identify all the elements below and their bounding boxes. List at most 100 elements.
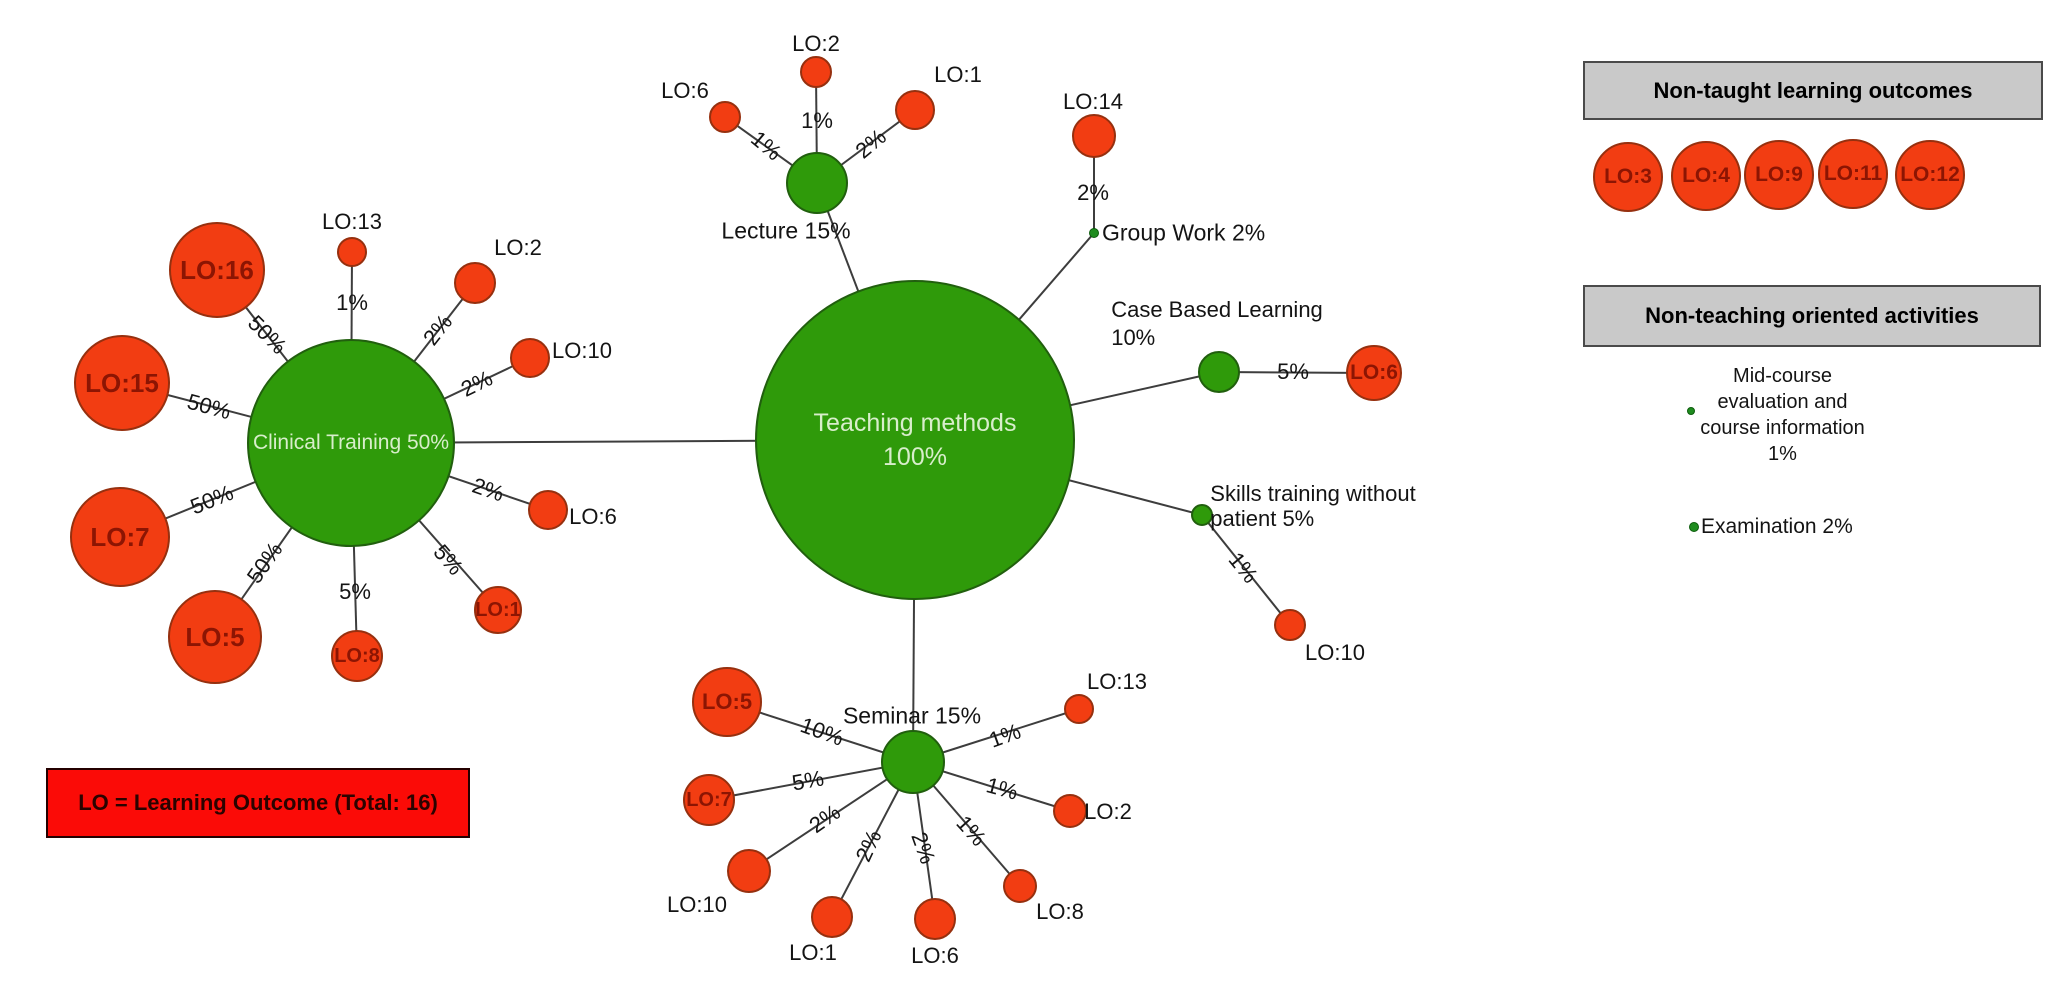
seminar-edge-lo7-pct: 5% bbox=[790, 765, 826, 796]
clinical-sat-lo16-label: LO:16 bbox=[180, 254, 254, 285]
lecture-sat-lo6-label: LO:6 bbox=[661, 78, 709, 103]
panel-header-non-teaching: Non-teaching oriented activities bbox=[1583, 285, 2041, 347]
seminar-sat-lo7-label: LO:7 bbox=[686, 788, 732, 811]
case-based-learning-line2: 10% bbox=[1111, 325, 1156, 350]
clinical-sat-lo6-label: LO:6 bbox=[569, 504, 617, 529]
lecture-edge-lo2-pct: 1% bbox=[801, 108, 833, 133]
seminar-sat-lo5-label: LO:5 bbox=[701, 689, 753, 714]
seminar-sat-lo10 bbox=[727, 849, 771, 893]
seminar-sat-lo7: LO:7 bbox=[683, 774, 735, 826]
non-taught-lo12-label: LO:12 bbox=[1900, 163, 1960, 186]
node-clinical-training: Clinical Training 50% bbox=[247, 339, 455, 547]
mid-course-label: Mid-course evaluation and course informa… bbox=[1655, 363, 1910, 467]
panel-header-non-taught: Non-taught learning outcomes bbox=[1583, 61, 2043, 120]
seminar-sat-lo6 bbox=[914, 898, 956, 940]
seminar-sat-lo8-label: LO:8 bbox=[1036, 899, 1084, 924]
clinical-sat-lo2 bbox=[454, 262, 496, 304]
skills-sat-lo10 bbox=[1274, 609, 1306, 641]
node-group-work-dot bbox=[1089, 228, 1099, 238]
lecture-sat-lo2 bbox=[800, 56, 832, 88]
clinical-sat-lo10 bbox=[510, 338, 550, 378]
skills-training-line2: patient 5% bbox=[1210, 506, 1315, 531]
non-taught-lo3-label: LO:3 bbox=[1604, 165, 1652, 188]
non-taught-lo3: LO:3 bbox=[1593, 142, 1663, 212]
non-taught-lo11-label: LO:11 bbox=[1823, 162, 1883, 185]
non-taught-lo4-label: LO:4 bbox=[1682, 164, 1730, 187]
seminar-sat-lo8 bbox=[1003, 869, 1037, 903]
case-based-learning-label: Case Based Learning 10% bbox=[1111, 296, 1323, 352]
clinical-edge-lo8-pct: 5% bbox=[339, 579, 371, 604]
non-taught-lo9: LO:9 bbox=[1744, 140, 1814, 210]
mid-course-line4: 1% bbox=[1768, 443, 1797, 465]
clinical-sat-lo8: LO:8 bbox=[331, 630, 383, 682]
clinical-sat-lo8-label: LO:8 bbox=[334, 644, 380, 667]
lecture-sat-lo1 bbox=[895, 90, 935, 130]
node-case-based-learning bbox=[1198, 351, 1240, 393]
edge bbox=[1201, 514, 1291, 626]
clinical-sat-lo2-label: LO:2 bbox=[494, 235, 542, 260]
case-sat-lo6-label: LO:6 bbox=[1350, 361, 1398, 384]
non-taught-lo9-label: LO:9 bbox=[1755, 163, 1803, 186]
mid-course-line3: course information bbox=[1700, 417, 1865, 439]
group-work-sat-lo14-label: LO:14 bbox=[1063, 89, 1123, 114]
clinical-sat-lo6 bbox=[528, 490, 568, 530]
clinical-sat-lo10-label: LO:10 bbox=[552, 338, 612, 363]
examination-label: Examination 2% bbox=[1701, 515, 1853, 538]
teaching-methods-label: Teaching methods bbox=[813, 409, 1017, 437]
seminar-sat-lo1-label: LO:1 bbox=[789, 940, 837, 965]
mid-course-dot bbox=[1687, 407, 1695, 415]
non-taught-lo12: LO:12 bbox=[1895, 140, 1965, 210]
seminar-sat-lo2-label: LO:2 bbox=[1084, 799, 1132, 824]
skills-training-line1: Skills training without bbox=[1210, 481, 1416, 506]
lecture-sat-lo6 bbox=[709, 101, 741, 133]
seminar-sat-lo13 bbox=[1064, 694, 1094, 724]
seminar-sat-lo13-label: LO:13 bbox=[1087, 669, 1147, 694]
clinical-sat-lo16: LO:16 bbox=[169, 222, 265, 318]
lecture-label: Lecture 15% bbox=[721, 217, 851, 244]
clinical-sat-lo13 bbox=[337, 237, 367, 267]
group-work-label: Group Work 2% bbox=[1102, 219, 1266, 246]
seminar-sat-lo1 bbox=[811, 896, 853, 938]
clinical-training-label: Clinical Training 50% bbox=[252, 431, 450, 454]
clinical-edge-lo13-pct: 1% bbox=[336, 290, 368, 315]
node-lecture bbox=[786, 152, 848, 214]
case-sat-lo6: LO:6 bbox=[1346, 345, 1402, 401]
panel-header-non-teaching-title: Non-teaching oriented activities bbox=[1645, 303, 1979, 328]
lecture-sat-lo2-label: LO:2 bbox=[792, 31, 840, 56]
clinical-sat-lo7-label: LO:7 bbox=[90, 521, 150, 552]
examination-dot bbox=[1689, 522, 1699, 532]
node-skills-training bbox=[1191, 504, 1213, 526]
node-teaching-methods: Teaching methods 100% bbox=[755, 280, 1075, 600]
node-seminar bbox=[881, 730, 945, 794]
non-taught-lo4: LO:4 bbox=[1671, 141, 1741, 211]
seminar-sat-lo6-label: LO:6 bbox=[911, 943, 959, 968]
group-work-edge-lo14-pct: 2% bbox=[1077, 180, 1109, 205]
clinical-sat-lo5-label: LO:5 bbox=[185, 621, 245, 652]
legend-text: LO = Learning Outcome (Total: 16) bbox=[78, 790, 438, 815]
seminar-label: Seminar 15% bbox=[842, 702, 982, 729]
clinical-sat-lo1: LO:1 bbox=[474, 586, 522, 634]
panel-header-non-taught-title: Non-taught learning outcomes bbox=[1653, 77, 1973, 103]
seminar-sat-lo5: LO:5 bbox=[692, 667, 762, 737]
legend-box: LO = Learning Outcome (Total: 16) bbox=[46, 768, 470, 838]
seminar-sat-lo10-label: LO:10 bbox=[667, 892, 727, 917]
seminar-sat-lo2 bbox=[1053, 794, 1087, 828]
mid-course-line1: Mid-course bbox=[1733, 365, 1832, 387]
clinical-sat-lo13-label: LO:13 bbox=[322, 209, 382, 234]
clinical-sat-lo7: LO:7 bbox=[70, 487, 170, 587]
clinical-sat-lo15-label: LO:15 bbox=[85, 367, 159, 398]
case-based-learning-line1: Case Based Learning bbox=[1111, 297, 1323, 322]
clinical-sat-lo1-label: LO:1 bbox=[475, 598, 521, 621]
non-taught-lo11: LO:11 bbox=[1818, 139, 1888, 209]
skills-training-label: Skills training without patient 5% bbox=[1210, 481, 1415, 531]
mid-course-line2: evaluation and bbox=[1717, 391, 1848, 413]
clinical-sat-lo15: LO:15 bbox=[74, 335, 170, 431]
group-work-sat-lo14 bbox=[1072, 114, 1116, 158]
clinical-sat-lo5: LO:5 bbox=[168, 590, 262, 684]
case-edge-lo6-pct: 5% bbox=[1277, 359, 1309, 384]
lecture-sat-lo1-label: LO:1 bbox=[934, 62, 982, 87]
edge bbox=[708, 761, 914, 801]
skills-sat-lo10-label: LO:10 bbox=[1305, 640, 1365, 665]
teaching-methods-pct: 100% bbox=[883, 443, 947, 471]
